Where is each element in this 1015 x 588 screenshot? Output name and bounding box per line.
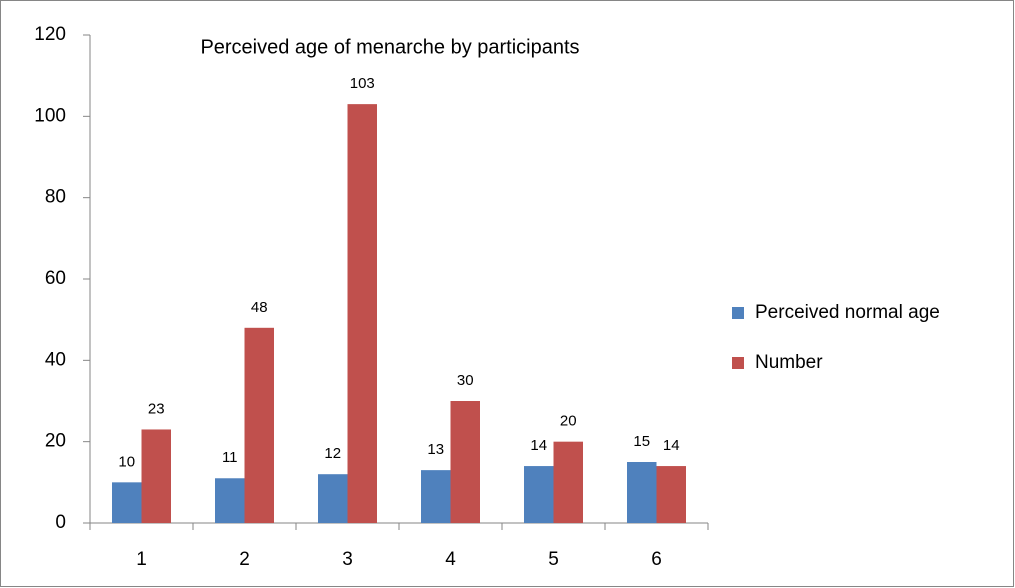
x-tick-label: 5 (548, 549, 559, 570)
x-tick-label: 2 (239, 549, 250, 570)
x-tick-label: 6 (651, 549, 662, 570)
value-label: 23 (148, 400, 165, 417)
bar (524, 466, 554, 523)
value-label: 15 (633, 433, 650, 450)
y-tick-label: 0 (55, 512, 66, 533)
bar (112, 482, 142, 523)
value-label: 48 (251, 299, 268, 316)
value-label: 103 (350, 75, 375, 92)
value-label: 13 (427, 441, 444, 458)
y-tick-label: 100 (34, 105, 66, 126)
x-tick-label: 3 (342, 549, 353, 570)
value-label: 11 (222, 449, 238, 466)
value-label: 12 (324, 445, 341, 462)
bar (553, 441, 583, 523)
bar (244, 327, 274, 523)
chart-title: Perceived age of menarche by participant… (200, 36, 579, 58)
bar (627, 462, 657, 523)
value-label: 30 (457, 372, 474, 389)
bar (347, 104, 377, 523)
y-tick-label: 80 (45, 187, 66, 208)
bar (215, 478, 245, 523)
bar (450, 401, 480, 523)
legend-swatch (732, 357, 744, 369)
bar (421, 470, 451, 523)
legend-label: Number (755, 352, 823, 373)
value-label: 20 (560, 413, 577, 430)
y-tick-label: 40 (45, 349, 66, 370)
value-label: 14 (663, 437, 680, 454)
x-tick-label: 4 (445, 549, 456, 570)
bar (656, 466, 686, 523)
bar (141, 429, 171, 523)
value-label: 10 (118, 453, 135, 470)
y-tick-label: 120 (34, 24, 66, 45)
legend-label: Perceived normal age (755, 302, 940, 323)
value-label: 14 (530, 437, 547, 454)
legend-swatch (732, 307, 744, 319)
y-tick-label: 20 (45, 431, 66, 452)
bar (318, 474, 348, 523)
y-tick-label: 60 (45, 268, 66, 289)
x-tick-label: 1 (136, 549, 147, 570)
